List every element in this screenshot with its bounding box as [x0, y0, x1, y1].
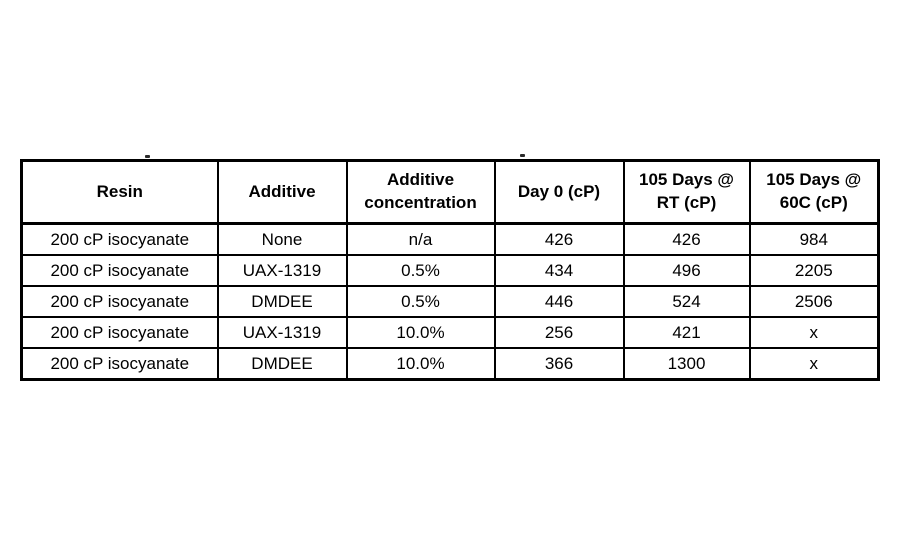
column-header: Resin: [20, 159, 219, 225]
table-cell: 10.0%: [345, 316, 496, 349]
table-row: 200 cP isocyanate UAX-1319 10.0% 256 421 x: [20, 316, 880, 349]
table-cell: 1300: [622, 347, 751, 381]
table-cell: n/a: [345, 222, 496, 256]
print-artifact-speck: [520, 154, 525, 157]
table-cell: 421: [622, 316, 751, 349]
column-header: Additive: [216, 159, 348, 225]
table-cell: 200 cP isocyanate: [20, 254, 219, 287]
column-header: Additive concentration: [345, 159, 496, 225]
table-cell: 200 cP isocyanate: [20, 222, 219, 256]
column-header: 105 Days @ RT (cP): [622, 159, 751, 225]
table-row: 200 cP isocyanate DMDEE 10.0% 366 1300 x: [20, 347, 880, 381]
table-cell: 200 cP isocyanate: [20, 285, 219, 318]
table-cell: 200 cP isocyanate: [20, 316, 219, 349]
table-cell: UAX-1319: [216, 254, 348, 287]
table-cell: 0.5%: [345, 285, 496, 318]
table-cell: 434: [493, 254, 625, 287]
table-body: 200 cP isocyanate None n/a 426 426 984 200 cP …: [20, 222, 880, 381]
table-cell: 496: [622, 254, 751, 287]
table-cell: 256: [493, 316, 625, 349]
viscosity-data-table: Resin Additive Additive concentration Day 0…: [20, 159, 880, 381]
table-cell: DMDEE: [216, 347, 348, 381]
table-cell: 0.5%: [345, 254, 496, 287]
table-cell: 426: [493, 222, 625, 256]
print-artifact-speck: [145, 155, 150, 158]
table-row: 200 cP isocyanate None n/a 426 426 984: [20, 222, 880, 256]
table-cell: 426: [622, 222, 751, 256]
table-cell: 2205: [748, 254, 880, 287]
table-cell: 524: [622, 285, 751, 318]
table-cell: UAX-1319: [216, 316, 348, 349]
table-header-row: Resin Additive Additive concentration Day 0…: [20, 159, 880, 225]
table-cell: DMDEE: [216, 285, 348, 318]
table-cell: 446: [493, 285, 625, 318]
table-cell: 10.0%: [345, 347, 496, 381]
table-cell: x: [748, 347, 880, 381]
table-row: 200 cP isocyanate DMDEE 0.5% 446 524 2506: [20, 285, 880, 318]
column-header: 105 Days @ 60C (cP): [748, 159, 880, 225]
table-row: 200 cP isocyanate UAX-1319 0.5% 434 496 2205: [20, 254, 880, 287]
table-cell: 984: [748, 222, 880, 256]
table-cell: 366: [493, 347, 625, 381]
column-header: Day 0 (cP): [493, 159, 625, 225]
table-cell: x: [748, 316, 880, 349]
table-cell: 2506: [748, 285, 880, 318]
table-cell: None: [216, 222, 348, 256]
table-cell: 200 cP isocyanate: [20, 347, 219, 381]
